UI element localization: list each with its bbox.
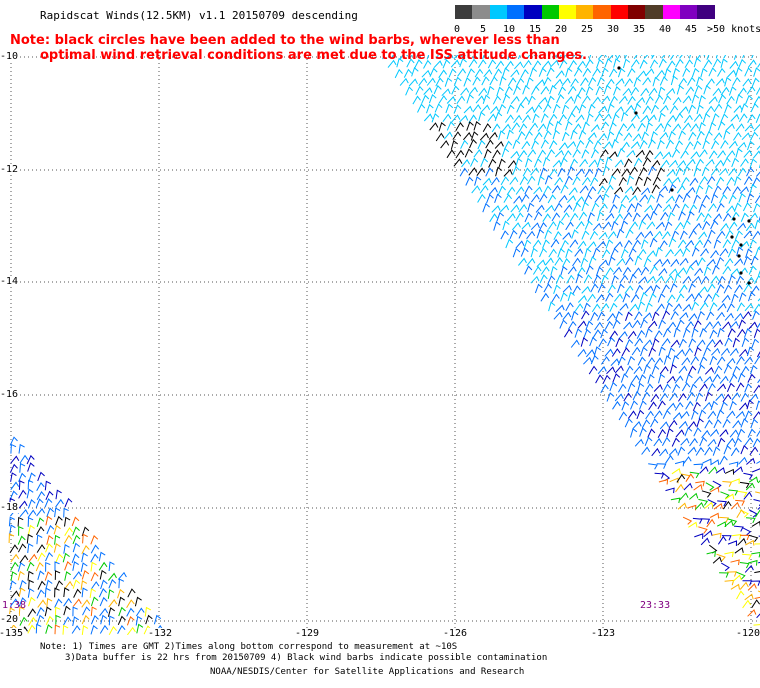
legend-swatch	[628, 5, 646, 19]
footer-credit: NOAA/NESDIS/Center for Satellite Applica…	[210, 667, 525, 677]
footer-note-1: Note: 1) Times are GMT 2)Times along bot…	[40, 642, 458, 652]
legend-swatch	[506, 5, 525, 19]
lat-label-10: -10	[0, 51, 20, 62]
legend-swatch	[679, 5, 698, 19]
lon-label-132: -132	[146, 628, 174, 639]
legend-label: 20	[554, 24, 568, 35]
legend-label: 25	[580, 24, 594, 35]
lat-label-12: -12	[0, 164, 20, 175]
time-label-left: 1:38	[2, 600, 27, 611]
legend-label: 0	[453, 24, 461, 35]
legend-swatch	[610, 5, 629, 19]
legend-swatch	[576, 5, 595, 19]
lon-label-126: -126	[441, 628, 469, 639]
legend-label: 15	[528, 24, 542, 35]
lon-label-135: -135	[0, 628, 25, 639]
lon-label-120: -120	[734, 628, 760, 639]
legend-swatch	[662, 5, 681, 19]
lat-label-20: -20	[0, 614, 20, 625]
legend-swatch	[541, 5, 560, 19]
lon-label-129: -129	[293, 628, 321, 639]
time-label-right: 23:33	[640, 600, 671, 611]
wind-barb-plot	[8, 55, 760, 635]
legend-swatch	[697, 5, 716, 19]
wind-map	[8, 55, 760, 635]
legend-label: 40	[658, 24, 672, 35]
legend-label: 5	[479, 24, 487, 35]
legend-swatch	[558, 5, 577, 19]
lat-label-18: -18	[0, 502, 20, 513]
lat-label-16: -16	[0, 389, 20, 400]
map-title: Rapidscat Winds(12.5KM) v1.1 20150709 de…	[40, 9, 358, 22]
legend-label: 10	[502, 24, 516, 35]
lon-label-123: -123	[589, 628, 617, 639]
footer-note-2: 3)Data buffer is 22 hrs from 20150709 4)…	[65, 653, 548, 663]
legend-label: 45	[684, 24, 698, 35]
legend-swatch	[645, 5, 664, 19]
legend-label: 30	[606, 24, 620, 35]
lat-label-14: -14	[0, 276, 20, 287]
note-line-1: Note: black circles have been added to t…	[10, 33, 560, 48]
legend-swatch	[455, 5, 473, 19]
legend-swatch	[524, 5, 543, 19]
note-line-2: optimal wind retrieval conditions are me…	[40, 48, 587, 63]
legend-swatch	[472, 5, 491, 19]
legend-label: >50 knots	[707, 24, 760, 35]
legend-label: 35	[632, 24, 646, 35]
legend-swatch	[489, 5, 508, 19]
wind-barbs	[8, 55, 760, 635]
legend-swatch	[593, 5, 612, 19]
